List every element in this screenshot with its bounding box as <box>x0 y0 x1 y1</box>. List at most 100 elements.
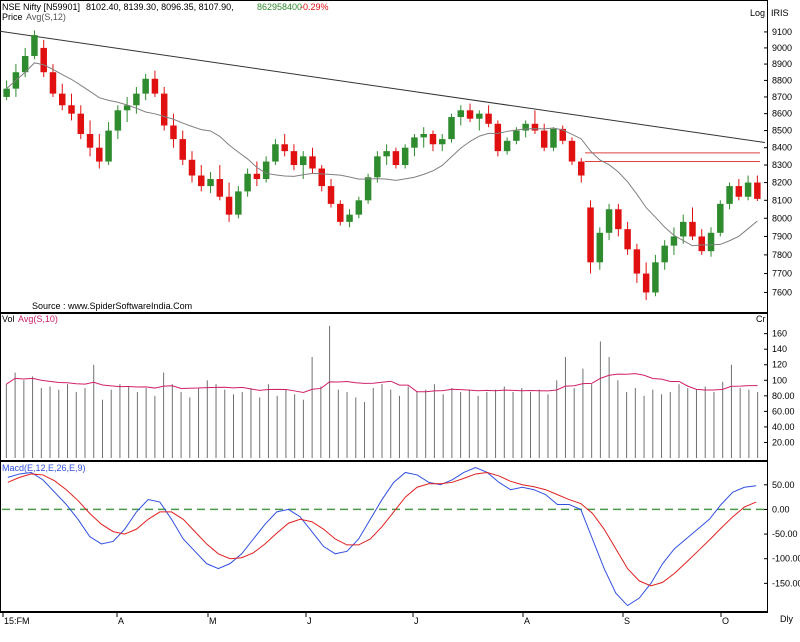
price-moving-average-line <box>6 62 758 247</box>
price-tick-label: 8500 <box>772 126 792 136</box>
legend-price: Price <box>2 12 23 22</box>
volume-tick-label: 120 <box>772 360 787 370</box>
volume-tick-label: 40.00 <box>772 422 795 432</box>
candle-body <box>531 123 539 131</box>
macd-tick-label: 0.00 <box>772 504 790 514</box>
candle-body <box>59 93 66 106</box>
candle-body <box>661 245 668 263</box>
candle-body <box>540 130 548 148</box>
header-change: -0.29% <box>300 2 329 12</box>
candle-body <box>123 105 131 111</box>
price-tick-label: 8400 <box>772 143 792 153</box>
volume-tick-label: 80.00 <box>772 391 795 401</box>
candle-body <box>411 137 418 148</box>
legend-price-avg: Avg(S,12) <box>26 12 66 22</box>
candle-body <box>615 209 622 230</box>
candle-body <box>207 179 214 187</box>
candle-body <box>142 78 149 94</box>
price-tick-label: 8100 <box>772 195 792 205</box>
candle-body <box>281 144 288 152</box>
macd-panel-frame <box>0 461 768 612</box>
price-tick-label: 8700 <box>772 92 792 102</box>
candle-body <box>364 177 372 201</box>
macd-tick-label: -50.00 <box>772 529 798 539</box>
candle-body <box>188 159 196 176</box>
candle-body <box>198 175 205 187</box>
header-symbol: NSE Nifty [N59901] <box>2 2 80 12</box>
candle-body <box>170 125 177 140</box>
x-axis-label: A <box>524 616 530 626</box>
macd-tick-label: -150.00 <box>772 578 800 588</box>
price-tick-label: 8000 <box>772 213 792 223</box>
candle-body <box>652 262 659 293</box>
price-tick-label: 7700 <box>772 269 792 279</box>
source-text: Source : www.SpiderSoftwareIndia.Com <box>32 301 192 311</box>
panel-frames <box>0 0 768 613</box>
candle-body <box>466 110 474 119</box>
candle-body <box>49 72 57 94</box>
candle-body <box>272 144 279 162</box>
volume-unit-label: Cr <box>756 314 766 324</box>
price-tick-label: 8800 <box>772 75 792 85</box>
candle-body <box>309 156 316 169</box>
candle-body <box>559 128 566 141</box>
candle-body <box>235 191 242 215</box>
price-tick-label: 8900 <box>772 59 792 69</box>
candle-body <box>420 133 427 138</box>
candle-body <box>596 232 604 263</box>
candle-body <box>31 35 38 56</box>
candle-body <box>151 78 159 94</box>
candle-body <box>392 151 400 166</box>
price-tick-label: 8600 <box>772 109 792 119</box>
price-tick-label: 7800 <box>772 250 792 260</box>
candle-body <box>318 168 325 187</box>
candle-body <box>253 173 261 180</box>
candle-body <box>429 133 437 145</box>
volume-tick-label: 140 <box>772 344 787 354</box>
log-label[interactable]: Log <box>750 8 765 18</box>
macd-tick-label: 50.00 <box>772 480 795 490</box>
volume-tick-label: 60.00 <box>772 406 795 416</box>
candle-body <box>374 156 381 178</box>
candle-body <box>624 229 631 250</box>
price-tick-label: 9000 <box>772 43 792 53</box>
candle-body <box>744 182 752 197</box>
candle-body <box>494 123 502 152</box>
candle-body <box>86 133 94 148</box>
x-axis-label: O <box>722 616 729 626</box>
candle-body <box>503 140 511 152</box>
candle-body <box>290 151 298 166</box>
candle-body <box>401 147 409 166</box>
candle-body <box>522 123 529 131</box>
candle-body <box>642 273 650 293</box>
volume-tick-label: 100 <box>772 375 787 385</box>
candle-body <box>383 151 390 157</box>
candle-body <box>77 113 85 134</box>
volume-tick-label: 160 <box>772 329 787 339</box>
legend-macd: Macd(E,12,E,26,E,9) <box>2 463 86 473</box>
period-label[interactable]: Dly <box>780 614 793 624</box>
candle-body <box>754 182 761 199</box>
iris-label[interactable]: IRIS <box>771 8 789 18</box>
legend-vol-avg: Avg(S,10) <box>18 314 58 324</box>
candle-body <box>550 128 557 148</box>
candle-body <box>337 203 344 222</box>
candle-body <box>40 47 47 73</box>
header-ohlc: 8102.40, 8139.30, 8096.35, 8107.90, <box>86 2 234 12</box>
candle-body <box>707 232 715 252</box>
x-axis-label: J <box>307 616 312 626</box>
macd-tick-label: -100.00 <box>772 554 800 564</box>
candle-body <box>670 236 678 246</box>
candle-body <box>133 93 140 106</box>
candle-body <box>457 110 465 118</box>
candle-body <box>513 130 520 141</box>
x-axis-label: M <box>209 616 217 626</box>
x-axis-label: 15:FM <box>4 616 30 626</box>
candle-body <box>698 236 705 252</box>
x-axis-label: S <box>624 616 630 626</box>
candle-body <box>225 196 233 215</box>
candle-body <box>299 156 307 166</box>
price-tick-label: 7900 <box>772 231 792 241</box>
candle-body <box>476 113 483 119</box>
